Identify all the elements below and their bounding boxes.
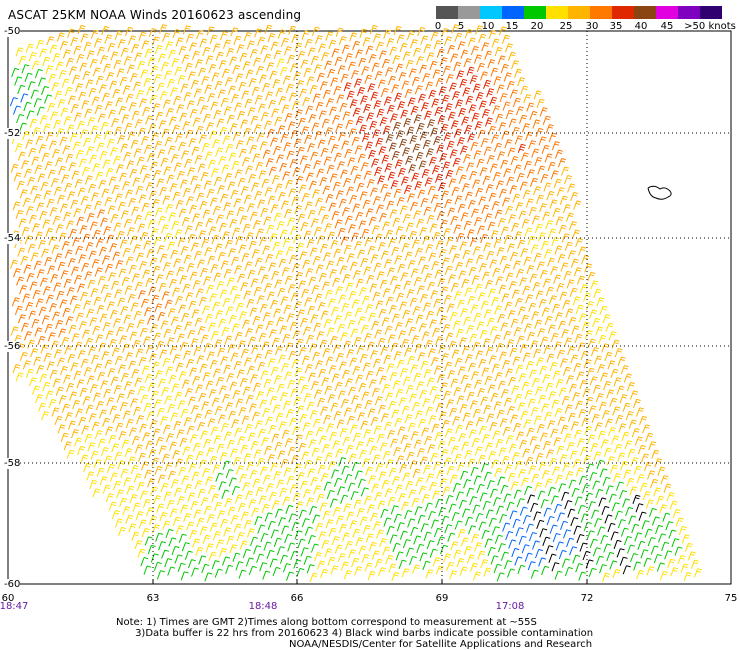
colorbar-swatch	[502, 6, 524, 19]
time-label: 17:08	[495, 601, 525, 612]
colorbar-swatch	[634, 6, 656, 19]
wind-speed-colorbar	[436, 6, 722, 19]
colorbar-label: 0	[434, 21, 442, 32]
wind-barb-group	[385, 114, 442, 174]
colorbar-swatch	[612, 6, 634, 19]
longitude-label: 63	[146, 593, 160, 604]
wind-barbs	[9, 24, 702, 582]
colorbar-label: 10	[481, 21, 495, 32]
colorbar-swatch	[656, 6, 678, 19]
credit-line: NOAA/NESDIS/Center for Satellite Applica…	[289, 639, 593, 650]
longitude-label: 60	[1, 593, 15, 604]
colorbar-swatch	[590, 6, 612, 19]
wind-barb-group	[11, 64, 683, 582]
colorbar-label: >50 knots	[684, 21, 736, 32]
longitude-label: 66	[290, 593, 304, 604]
colorbar-label: 20	[530, 21, 544, 32]
colorbar-swatch	[436, 6, 458, 19]
colorbar-swatch	[480, 6, 502, 19]
colorbar-label: 25	[559, 21, 573, 32]
note-line-2: 3)Data buffer is 22 hrs from 20160623 4)…	[116, 628, 594, 639]
colorbar-label: 35	[609, 21, 623, 32]
wind-barb-group	[11, 40, 566, 346]
longitude-label: 75	[724, 593, 738, 604]
time-label: 18:48	[248, 601, 278, 612]
time-label: 18:47	[0, 601, 29, 612]
colorbar-swatch	[700, 6, 722, 19]
notes: Note: 1) Times are GMT 2)Times along bot…	[116, 617, 593, 639]
note-line-1: Note: 1) Times are GMT 2)Times along bot…	[116, 617, 537, 628]
colorbar-swatch	[546, 6, 568, 19]
colorbar-label: 40	[634, 21, 648, 32]
colorbar-label: 45	[660, 21, 674, 32]
colorbar-swatch	[678, 6, 700, 19]
colorbar-label: 5	[457, 21, 465, 32]
latitude-label: -52	[4, 128, 21, 139]
wind-barb-group	[343, 66, 526, 194]
longitude-label: 72	[580, 593, 594, 604]
colorbar-label: 30	[585, 21, 599, 32]
latitude-label: -60	[4, 579, 21, 590]
wind-barb-group	[9, 93, 578, 571]
longitude-label: 69	[435, 593, 449, 604]
colorbar-swatch	[524, 6, 546, 19]
wind-barb-group	[527, 491, 647, 575]
latitude-label: -58	[4, 458, 21, 469]
latitude-label: -50	[4, 26, 21, 37]
heard-island-outline	[647, 185, 672, 200]
map-frame	[7, 30, 732, 585]
wind-barb-group	[11, 39, 702, 582]
colorbar-swatch	[568, 6, 590, 19]
colorbar-label: 15	[505, 21, 519, 32]
latitude-label: -56	[4, 341, 21, 352]
colorbar-swatch	[458, 6, 480, 19]
wind-barb-group	[10, 24, 672, 493]
latitude-label: -54	[4, 233, 21, 244]
chart-title: ASCAT 25KM NOAA Winds 20160623 ascending	[8, 8, 302, 22]
